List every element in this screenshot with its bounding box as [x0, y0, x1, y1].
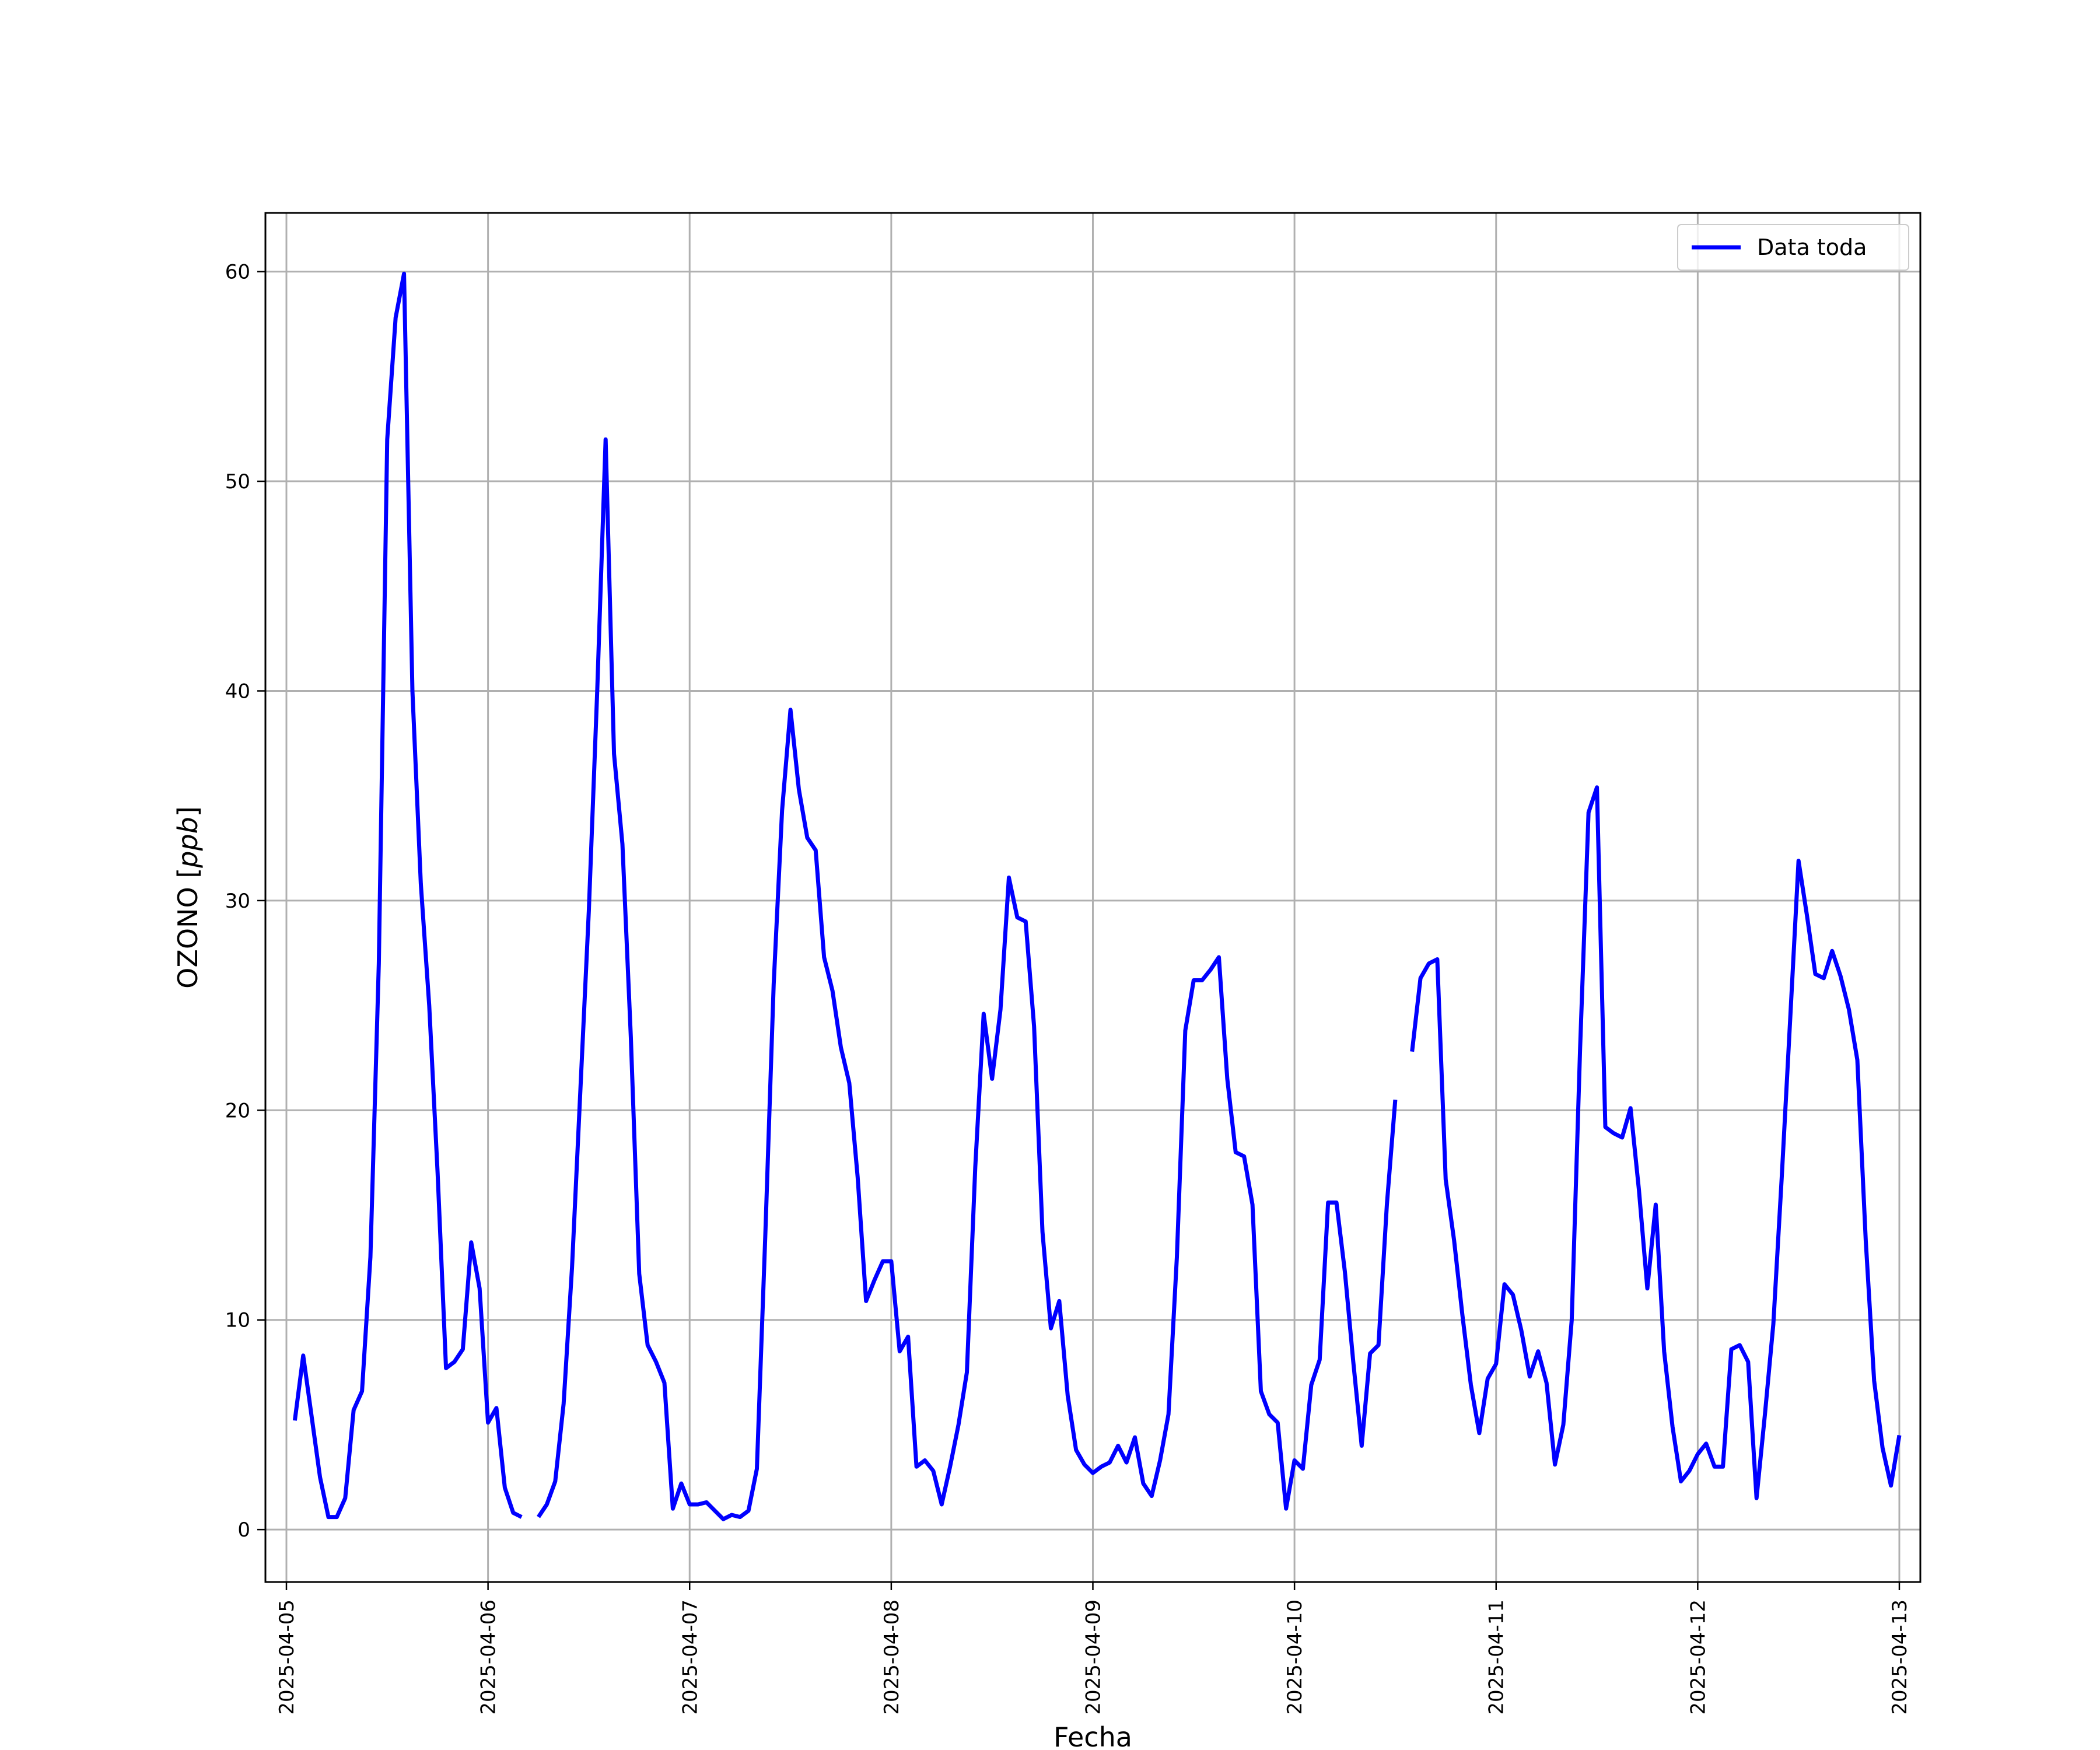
y-tick-label: 20	[225, 1099, 250, 1122]
x-tick-label: 2025-04-07	[678, 1600, 702, 1715]
x-tick-label: 2025-04-05	[275, 1600, 299, 1715]
y-tick-label: 60	[225, 261, 250, 284]
series-layer	[292, 271, 1902, 1521]
x-tick-label: 2025-04-12	[1686, 1600, 1710, 1715]
y-tick-label: 50	[225, 470, 250, 494]
y-axis: 0 10 20 30 40 50 60	[225, 261, 265, 1542]
x-tick-label: 2025-04-13	[1888, 1600, 1912, 1715]
x-tick-label: 2025-04-09	[1082, 1600, 1105, 1715]
y-axis-title-suffix: ]	[172, 806, 204, 817]
y-axis-title-prefix: OZONO [	[172, 868, 204, 989]
x-tick-label: 2025-04-06	[477, 1600, 501, 1715]
x-tick-label: 2025-04-08	[880, 1600, 904, 1715]
y-tick-label: 40	[225, 680, 250, 703]
x-tick-label: 2025-04-10	[1283, 1600, 1307, 1715]
legend-box	[1677, 224, 1909, 271]
x-axis: 2025-04-05 2025-04-06 2025-04-07 2025-04-08…	[275, 1582, 1912, 1715]
x-axis-title: Fecha	[1054, 1721, 1132, 1750]
y-axis-title: OZONO [ppb]	[172, 806, 204, 989]
series-line-segment	[537, 437, 1398, 1521]
y-tick-label: 10	[225, 1309, 250, 1332]
x-tick-label: 2025-04-11	[1485, 1600, 1508, 1715]
legend-label-data-toda: Data toda	[1757, 235, 1867, 260]
grid	[265, 213, 1920, 1582]
series-line-segment	[1410, 785, 1902, 1500]
y-axis-title-unit: ppb	[172, 817, 204, 869]
series-line-segment	[292, 271, 523, 1520]
y-tick-label: 0	[237, 1518, 250, 1542]
y-tick-label: 30	[225, 890, 250, 913]
legend: Data toda	[1677, 224, 1909, 271]
